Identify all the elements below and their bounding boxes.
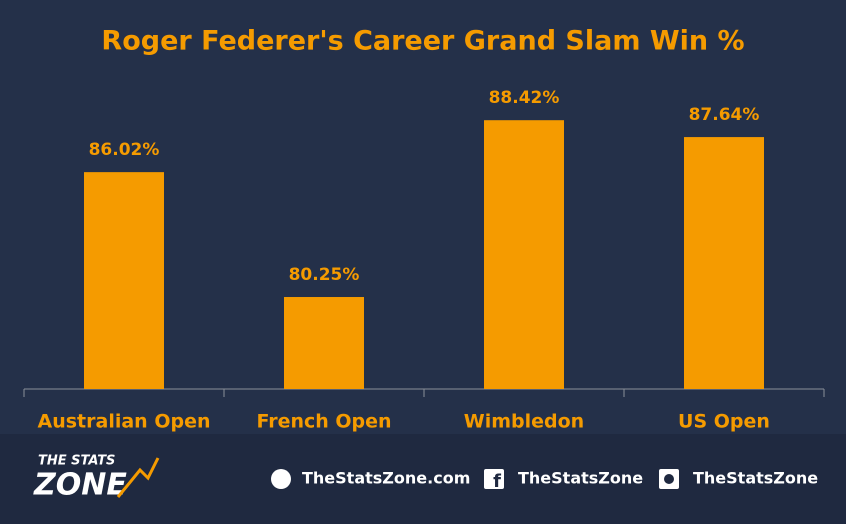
footer <box>0 434 846 524</box>
plot-area: 86.02% Australian Open 80.25% French Open 88… <box>23 88 825 433</box>
x-tick-label: US Open <box>678 411 770 433</box>
logo-top: THE STATS <box>38 454 115 469</box>
value-label: 86.02% <box>89 140 160 160</box>
x-tick-label: French Open <box>256 411 391 433</box>
x-tick-label: Australian Open <box>38 411 211 433</box>
facebook-link[interactable]: TheStatsZone <box>518 469 643 488</box>
logo-bottom: ZONE <box>33 468 127 503</box>
website-link[interactable]: TheStatsZone.com <box>302 469 470 488</box>
bar <box>84 172 164 389</box>
bar <box>684 137 764 389</box>
x-tick-label: Wimbledon <box>464 411 584 433</box>
facebook-glyph: f <box>493 471 501 492</box>
bar <box>484 120 564 390</box>
logo-swoosh <box>116 457 160 498</box>
facebook-icon <box>484 469 504 489</box>
value-label: 87.64% <box>689 105 760 125</box>
value-label: 88.42% <box>489 88 560 108</box>
globe-icon <box>271 469 291 489</box>
value-label: 80.25% <box>289 265 360 285</box>
twitter-link[interactable]: TheStatsZone <box>693 469 818 488</box>
twitter-glyph <box>664 474 674 484</box>
chart-title: Roger Federer's Career Grand Slam Win % <box>101 26 744 57</box>
bar <box>284 297 364 389</box>
